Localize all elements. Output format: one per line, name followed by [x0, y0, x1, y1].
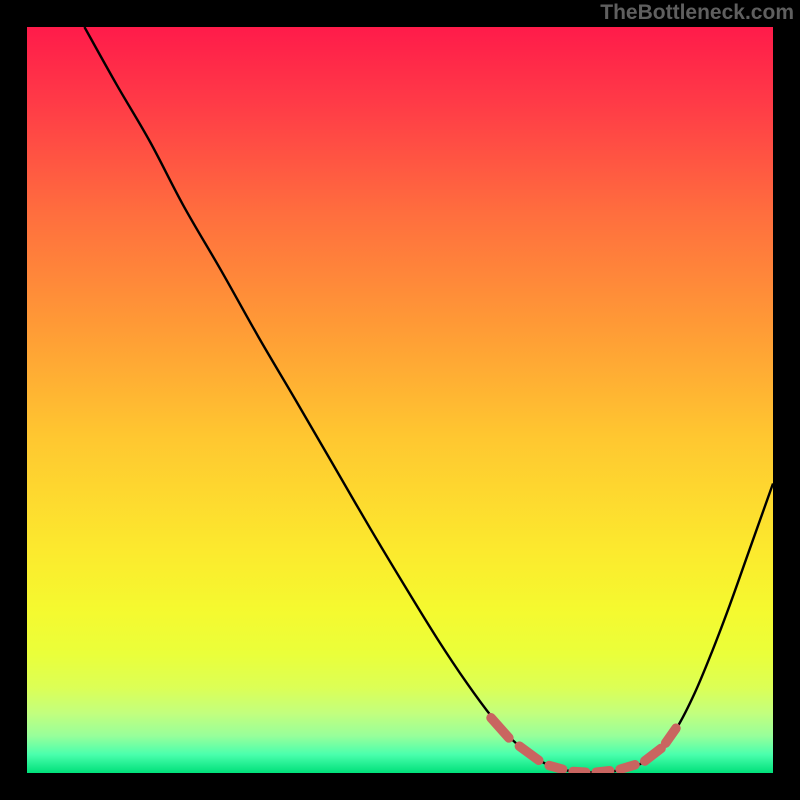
chart-plot-area — [27, 27, 773, 773]
gradient-background — [27, 27, 773, 773]
highlight-dash-segment — [620, 765, 635, 769]
highlight-dash-segment — [573, 772, 586, 773]
highlight-dash-segment — [596, 771, 609, 772]
chart-root: TheBottleneck.com — [0, 0, 800, 800]
watermark-text: TheBottleneck.com — [600, 1, 794, 25]
chart-svg — [27, 27, 773, 773]
highlight-dash-segment — [549, 766, 562, 770]
